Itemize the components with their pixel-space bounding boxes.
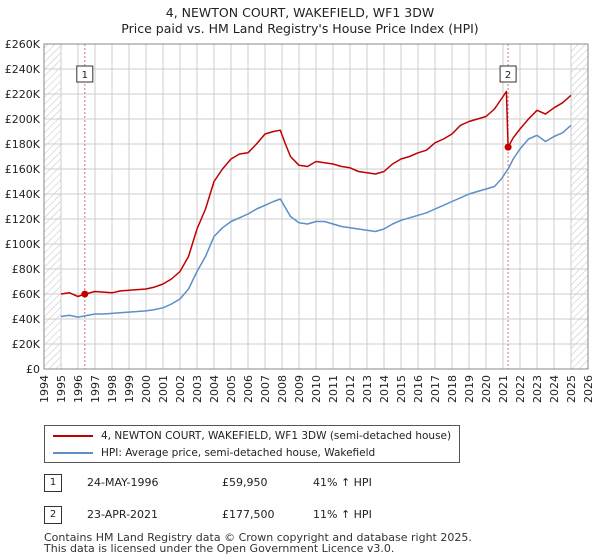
hatched-region — [44, 44, 61, 369]
x-tick-label: 2002 — [174, 375, 187, 403]
sale-row: 2 23-APR-2021 £177,500 11% ↑ HPI — [0, 506, 600, 526]
y-tick-label: £160K — [5, 163, 41, 176]
sale-row: 1 24-MAY-1996 £59,950 41% ↑ HPI — [0, 474, 600, 494]
x-tick-label: 2010 — [310, 375, 323, 403]
legend-item-hpi: HPI: Average price, semi-detached house,… — [53, 445, 375, 461]
y-tick-label: £0 — [26, 363, 40, 376]
hpi-line — [60, 124, 572, 318]
hatched-region — [571, 44, 588, 369]
x-tick-label: 2020 — [480, 375, 493, 403]
sale-date: 24-MAY-1996 — [87, 476, 159, 489]
chart-subtitle: Price paid vs. HM Land Registry's House … — [121, 21, 479, 36]
y-tick-label: £120K — [5, 213, 41, 226]
x-tick-label: 2008 — [276, 375, 289, 403]
x-tick-label: 2023 — [531, 375, 544, 403]
sale-point — [504, 143, 512, 151]
x-tick-label: 1995 — [55, 375, 68, 403]
x-tick-label: 2017 — [429, 375, 442, 403]
footer-copyright: Contains HM Land Registry data © Crown c… — [44, 531, 472, 544]
x-tick-label: 1996 — [72, 375, 85, 403]
sale-point — [81, 290, 89, 298]
x-tick-label: 2015 — [395, 375, 408, 403]
legend-item-property: 4, NEWTON COURT, WAKEFIELD, WF1 3DW (sem… — [53, 428, 451, 444]
x-tick-label: 1998 — [106, 375, 119, 403]
sale-price: £59,950 — [222, 476, 268, 489]
sale-marker-box — [499, 65, 517, 83]
x-tick-label: 2006 — [242, 375, 255, 403]
property-price-line — [60, 90, 572, 298]
x-tick-label: 2001 — [157, 375, 170, 403]
y-tick-label: £220K — [5, 88, 41, 101]
y-tick-label: £180K — [5, 138, 41, 151]
sale-number-badge: 1 — [44, 474, 62, 492]
x-tick-label: 2022 — [514, 375, 527, 403]
x-tick-label: 1997 — [89, 375, 102, 403]
y-tick-label: £80K — [12, 263, 41, 276]
x-tick-label: 2016 — [412, 375, 425, 403]
price-chart: £0 £20K £40K £60K £80K £100K £120K £140K £160K £1… — [5, 38, 595, 403]
plot-border — [43, 43, 589, 370]
x-tick-label: 2000 — [140, 375, 153, 403]
x-tick-label: 1994 — [38, 375, 51, 403]
sale-price: £177,500 — [222, 508, 275, 521]
x-tick-label: 2014 — [378, 375, 391, 403]
legend-label-hpi: HPI: Average price, semi-detached house,… — [101, 447, 376, 459]
y-tick-label: £100K — [5, 238, 41, 251]
sale-marker-label: 1 — [82, 70, 88, 81]
y-tick-label: £60K — [12, 288, 41, 301]
x-tick-label: 2004 — [208, 375, 221, 403]
x-tick-label: 1999 — [123, 375, 136, 403]
y-tick-label: £260K — [5, 38, 41, 51]
x-tick-label: 2013 — [361, 375, 374, 403]
legend-swatch-property — [53, 435, 93, 437]
legend-label-property: 4, NEWTON COURT, WAKEFIELD, WF1 3DW (sem… — [101, 430, 452, 442]
sale-number-badge: 2 — [44, 506, 62, 524]
x-tick-label: 2003 — [191, 375, 204, 403]
x-tick-label: 2012 — [344, 375, 357, 403]
legend-swatch-hpi — [53, 452, 93, 454]
x-tick-label: 2025 — [565, 375, 578, 403]
y-tick-label: £200K — [5, 113, 41, 126]
sale-date: 23-APR-2021 — [87, 508, 159, 521]
x-tick-label: 2007 — [259, 375, 272, 403]
sale-hpi-change: 11% ↑ HPI — [313, 508, 372, 521]
x-tick-label: 2021 — [497, 375, 510, 403]
x-tick-label: 2019 — [463, 375, 476, 403]
x-tick-label: 2018 — [446, 375, 459, 403]
x-tick-label: 2009 — [293, 375, 306, 403]
sale-marker-box — [76, 65, 94, 83]
y-tick-label: £240K — [5, 63, 41, 76]
footer-licence: This data is licensed under the Open Gov… — [44, 542, 395, 555]
y-tick-label: £140K — [5, 188, 41, 201]
y-tick-label: £40K — [12, 313, 41, 326]
sale-hpi-change: 41% ↑ HPI — [313, 476, 372, 489]
sale-marker-label: 2 — [505, 70, 511, 81]
x-tick-label: 2026 — [582, 375, 595, 403]
chart-title: 4, NEWTON COURT, WAKEFIELD, WF1 3DW — [165, 5, 435, 20]
x-tick-label: 2024 — [548, 375, 561, 403]
y-tick-label: £20K — [12, 338, 41, 351]
x-tick-label: 2011 — [327, 375, 340, 403]
legend: 4, NEWTON COURT, WAKEFIELD, WF1 3DW (sem… — [44, 425, 460, 463]
x-tick-label: 2005 — [225, 375, 238, 403]
